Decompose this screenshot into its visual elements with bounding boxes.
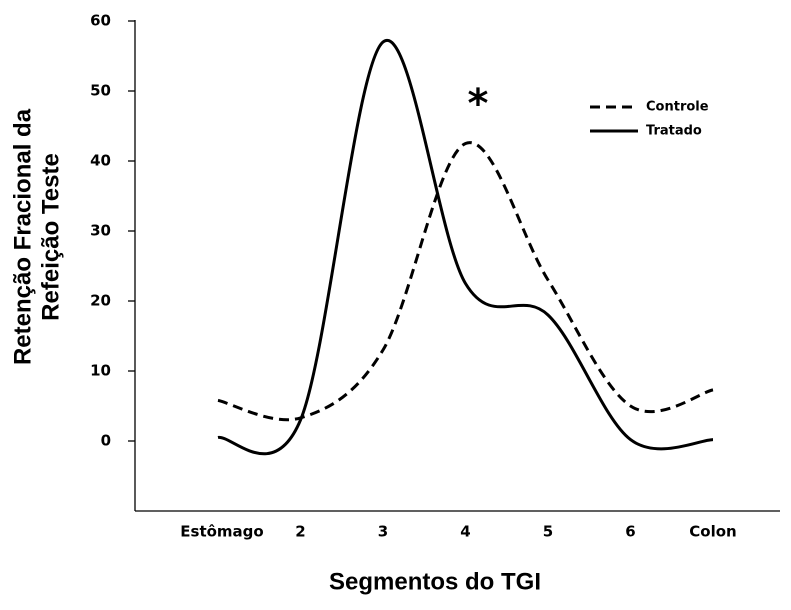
x-tick-label: 5 [543, 523, 553, 541]
x-tick-label: 3 [378, 523, 388, 541]
x-tick-label: 6 [625, 523, 635, 541]
y-axis-label: Retenção Fracional da [9, 108, 36, 365]
y-tick-label: 30 [90, 222, 111, 240]
series-line [217, 38, 714, 456]
x-tick-label: 4 [460, 523, 470, 541]
x-tick-label: Estômago [180, 523, 263, 541]
x-tick-label: Colon [689, 523, 736, 541]
y-tick-label: 10 [90, 362, 111, 380]
y-tick-label: 20 [90, 292, 111, 310]
y-tick-label: 0 [101, 432, 111, 450]
series-line [217, 141, 714, 422]
legend-label: Tratado [646, 124, 702, 139]
x-tick-label: 2 [295, 523, 305, 541]
y-tick-label: 60 [90, 12, 111, 30]
annotation: * [468, 81, 489, 127]
legend-label: Controle [646, 100, 709, 115]
y-axis-label: Refeição Teste [37, 153, 64, 321]
y-tick-label: 40 [90, 152, 111, 170]
y-tick-label: 50 [90, 82, 111, 100]
x-axis-label: Segmentos do TGI [329, 568, 541, 595]
